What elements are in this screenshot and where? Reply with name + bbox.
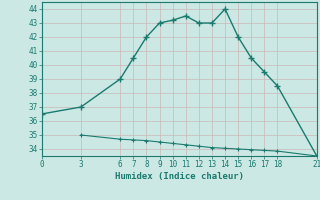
X-axis label: Humidex (Indice chaleur): Humidex (Indice chaleur) <box>115 172 244 181</box>
